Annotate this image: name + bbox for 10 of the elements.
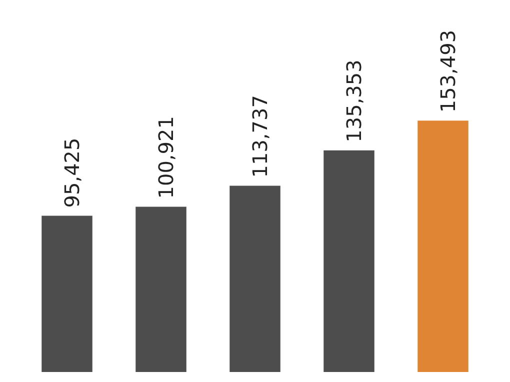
data-label: 113,737 [248, 95, 272, 178]
bar [136, 206, 186, 372]
bar [42, 216, 92, 372]
bar [230, 186, 280, 372]
data-label: 95,425 [60, 138, 84, 208]
bar [324, 150, 374, 372]
bar [418, 120, 468, 372]
data-label: 100,921 [154, 116, 178, 199]
data-label: 153,493 [436, 30, 460, 113]
data-label: 135,353 [342, 60, 366, 142]
